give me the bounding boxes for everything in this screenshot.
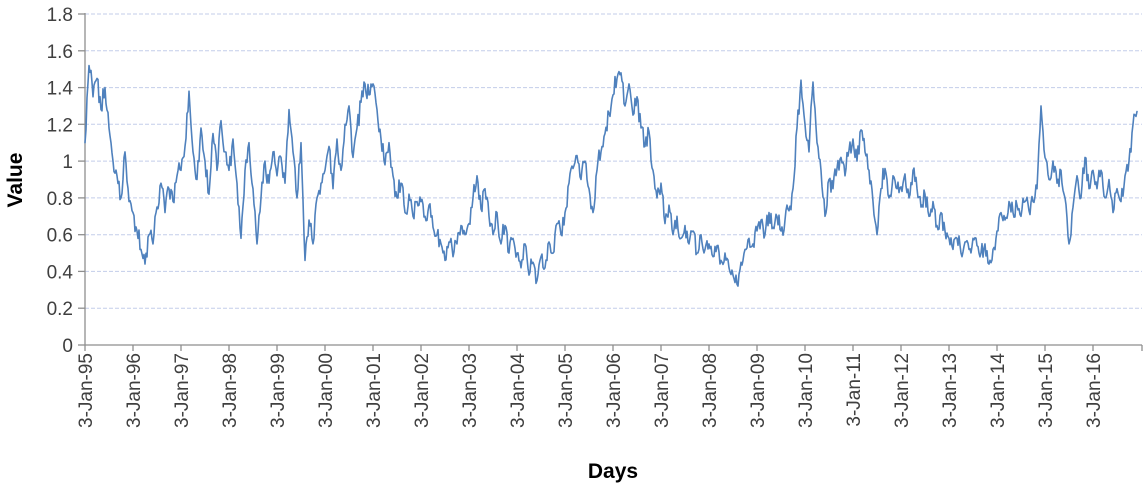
x-tick-label: 3-Jan-09 [748,353,769,428]
y-tick-label: 1.2 [47,115,73,136]
y-tick-label: 1.8 [47,5,73,26]
y-tick-label: 1 [62,152,73,173]
y-tick-label: 0.4 [47,262,74,283]
x-tick-label: 3-Jan-06 [604,353,625,428]
x-tick-label: 3-Jan-15 [1036,353,1057,428]
x-tick-label: 3-Jan-13 [940,353,961,428]
gridlines [85,13,1142,309]
x-tick-label: 3-Jan-04 [508,353,529,428]
y-tick-label: 0.2 [47,299,73,320]
value-series-line [84,64,1138,287]
x-tick-label: 3-Jan-98 [220,353,241,428]
x-tick-label: 3-Jan-11 [844,353,865,427]
x-tick-label: 3-Jan-12 [892,353,913,428]
x-axis-title: Days [587,460,639,483]
y-tick-label: 0.8 [47,189,73,210]
x-tick-label: 3-Jan-00 [316,353,337,428]
axes: 0 0.2 0.4 0.6 0.8 1 1.2 1.4 1.6 1.8 3-Jan-95 3-Jan-… [47,5,1143,428]
y-tick-label: 1.4 [47,79,74,100]
y-axis-title: Value [4,152,27,208]
x-tick-label: 3-Jan-14 [988,353,1009,428]
x-tick-label: 3-Jan-16 [1084,353,1105,428]
x-tick-label: 3-Jan-03 [460,353,481,428]
x-tick-label: 3-Jan-05 [556,353,577,428]
x-tick-label: 3-Jan-08 [700,353,721,428]
x-tick-label: 3-Jan-01 [364,353,385,428]
x-tick-label: 3-Jan-97 [172,353,193,428]
y-tick-label: 0 [62,336,73,357]
x-tick-label: 3-Jan-02 [412,353,433,428]
y-tick-label: 1.6 [47,42,73,63]
x-tick-label: 3-Jan-96 [124,353,145,428]
x-tick-label: 3-Jan-95 [76,353,97,428]
y-tick-label: 0.6 [47,226,73,247]
x-tick-label: 3-Jan-10 [796,353,817,428]
x-tick-label: 3-Jan-99 [268,353,289,428]
x-tick-label: 3-Jan-07 [652,353,673,428]
